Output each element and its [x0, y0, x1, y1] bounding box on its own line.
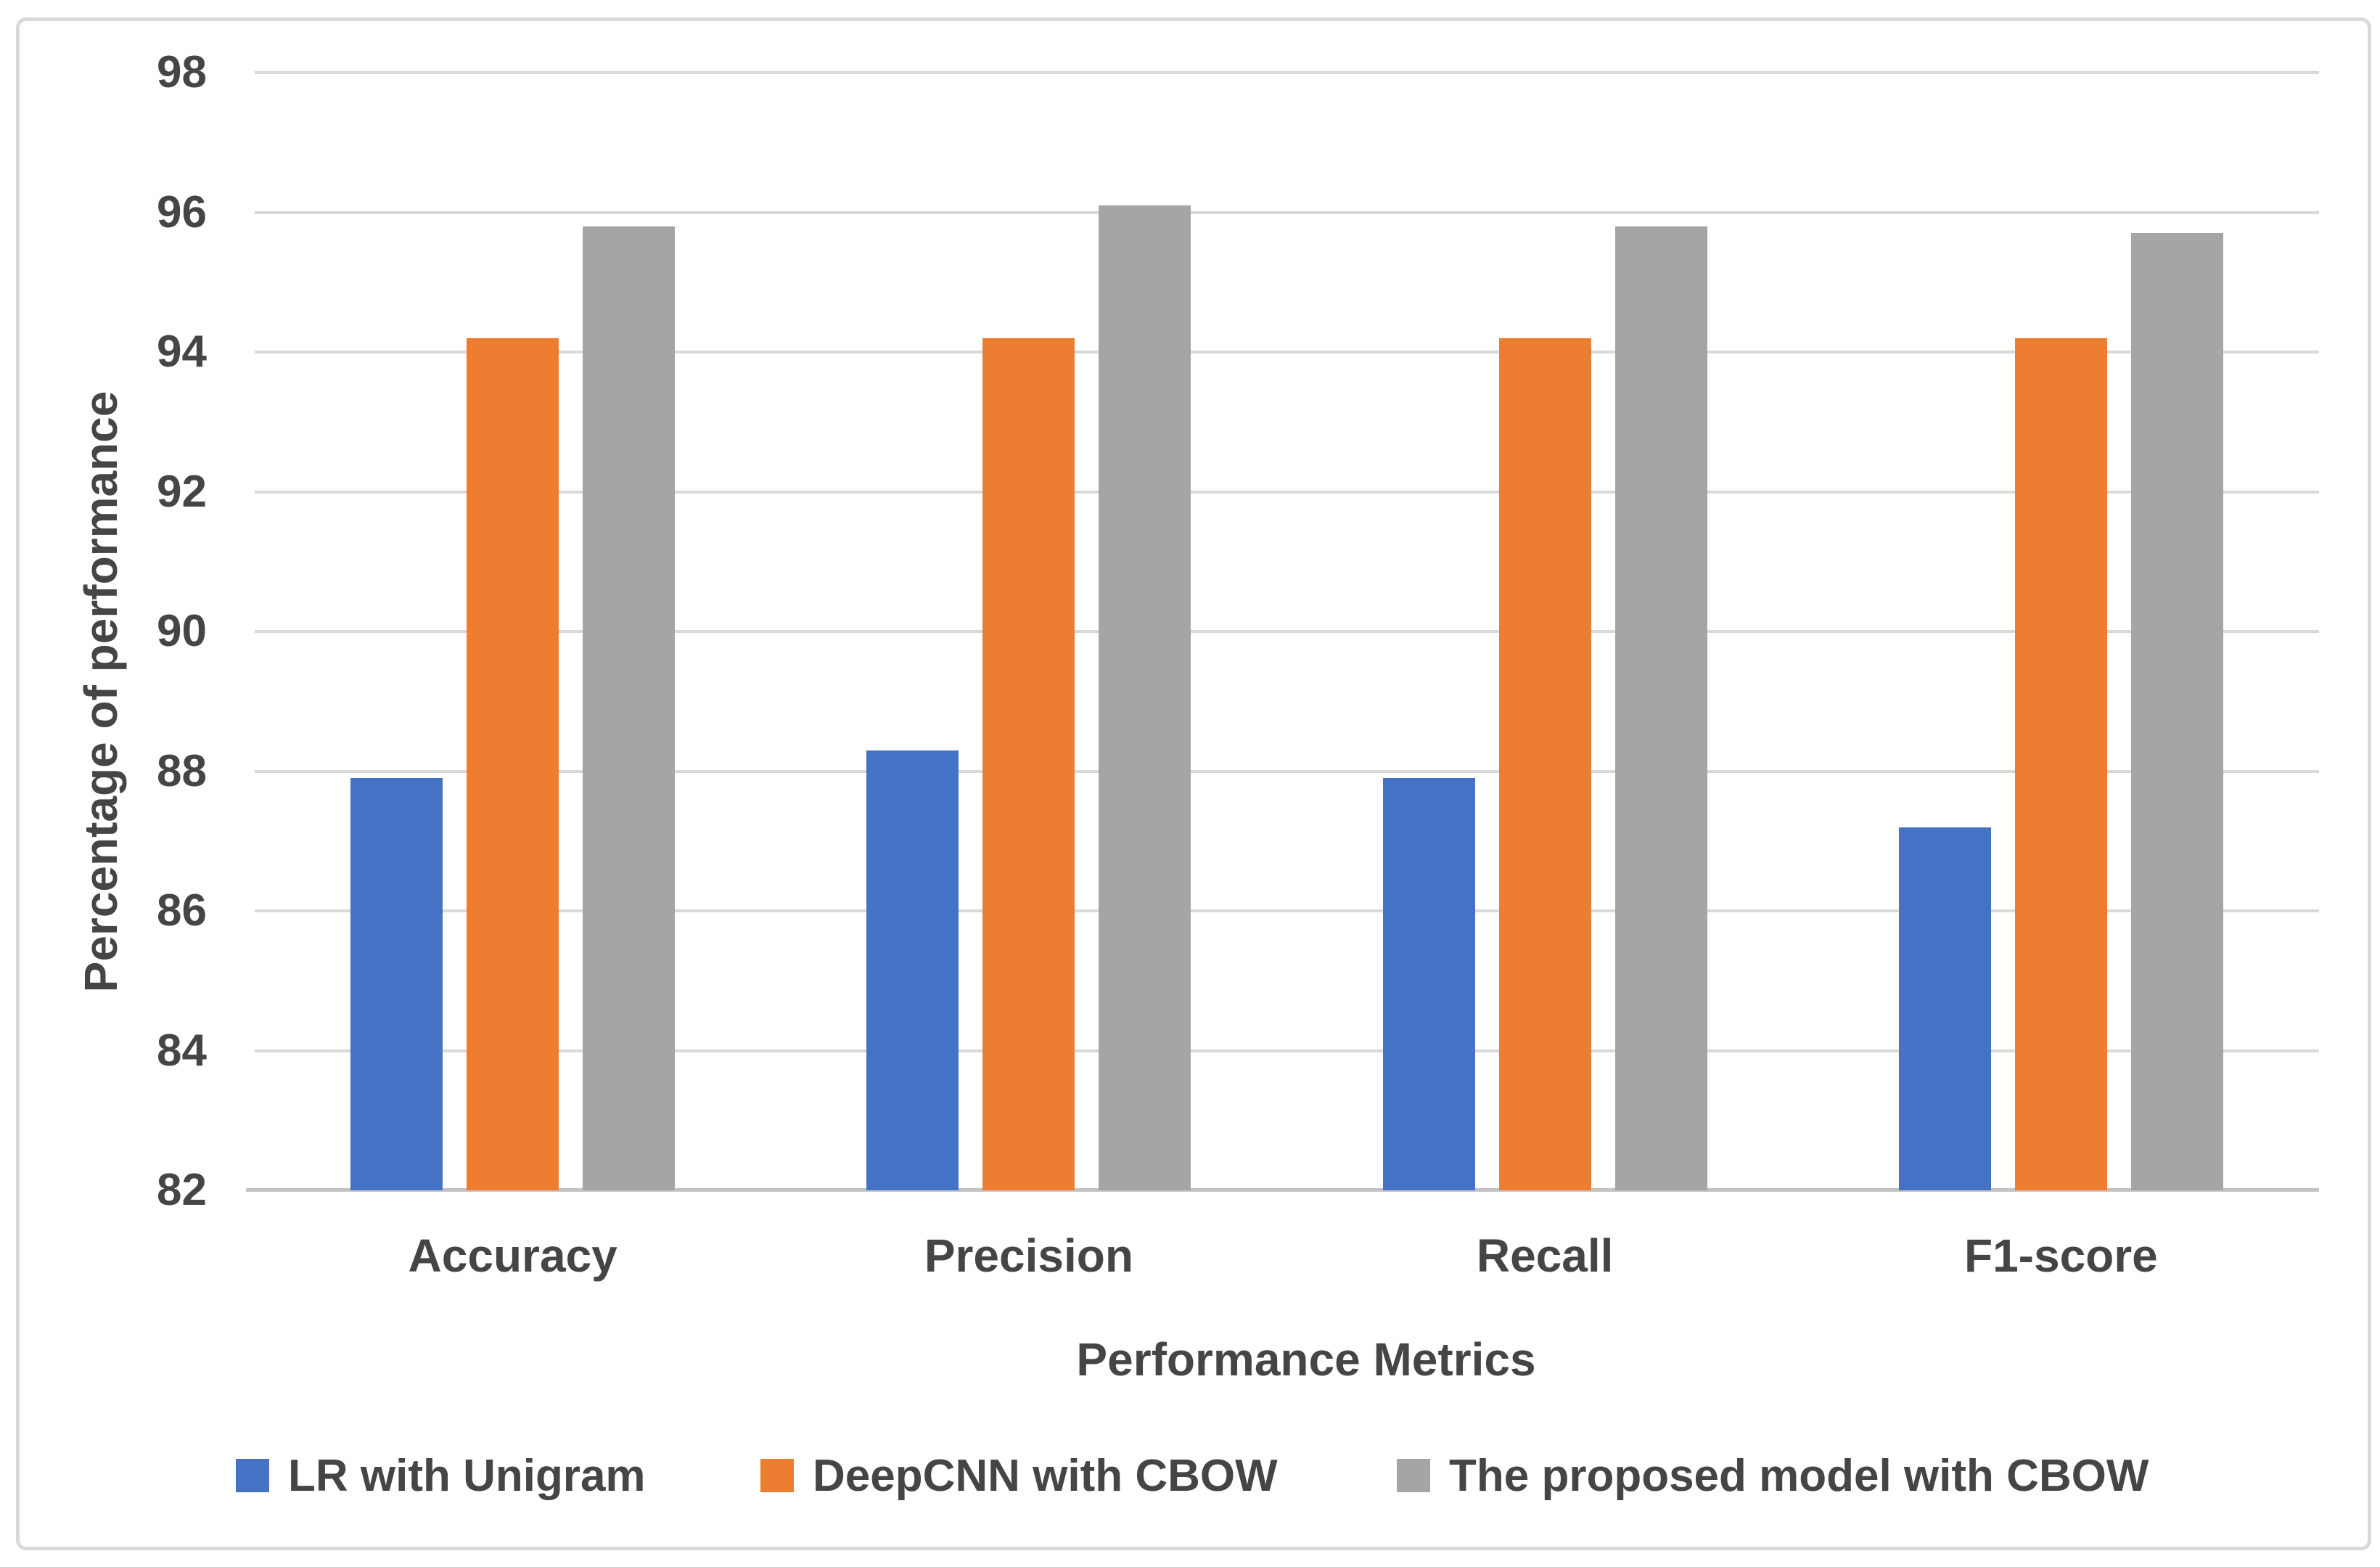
- gridline: [255, 769, 2319, 773]
- legend-item: The proposed model with CBOW: [1397, 1441, 2149, 1510]
- x-axis-line: [246, 1188, 2319, 1192]
- legend-swatch-icon: [1397, 1459, 1430, 1492]
- x-category-label: F1-score: [1964, 1230, 2158, 1282]
- bar-lr-with-unigram-f1-score: [1898, 827, 1991, 1190]
- legend-item: LR with Unigram: [236, 1441, 646, 1510]
- bar-the-proposed-model-with-cbow-recall: [1614, 226, 1707, 1190]
- gridline: [255, 909, 2319, 912]
- legend-label: DeepCNN with CBOW: [813, 1450, 1278, 1501]
- y-tick-label: 86: [157, 885, 207, 936]
- legend: LR with Unigram DeepCNN with CBOW The prop…: [0, 1441, 2380, 1510]
- bar-the-proposed-model-with-cbow-f1-score: [2130, 233, 2223, 1190]
- x-axis-title: Performance Metrics: [1076, 1333, 1536, 1386]
- y-tick-label: 82: [157, 1165, 207, 1215]
- x-category-label: Accuracy: [408, 1230, 617, 1282]
- gridline: [255, 490, 2319, 494]
- bar-the-proposed-model-with-cbow-precision: [1099, 205, 1191, 1190]
- y-tick-label: 98: [157, 47, 207, 97]
- legend-label: LR with Unigram: [288, 1450, 646, 1501]
- y-tick-label: 84: [157, 1025, 207, 1076]
- legend-swatch-icon: [236, 1459, 269, 1492]
- gridline: [255, 630, 2319, 633]
- bar-the-proposed-model-with-cbow-accuracy: [583, 226, 676, 1190]
- bar-deepcnn-with-cbow-f1-score: [2014, 337, 2107, 1190]
- y-tick-label: 92: [157, 466, 207, 517]
- x-category-label: Precision: [924, 1230, 1133, 1282]
- y-tick-label: 96: [157, 187, 207, 237]
- bar-deepcnn-with-cbow-precision: [982, 337, 1075, 1190]
- legend-label: The proposed model with CBOW: [1449, 1450, 2149, 1501]
- legend-swatch-icon: [760, 1459, 794, 1492]
- bar-deepcnn-with-cbow-recall: [1498, 337, 1591, 1190]
- y-tick-label: 88: [157, 745, 207, 796]
- gridline: [255, 351, 2319, 353]
- bar-deepcnn-with-cbow-accuracy: [467, 337, 559, 1190]
- gridline: [255, 71, 2319, 74]
- legend-item: DeepCNN with CBOW: [760, 1441, 1278, 1510]
- bar-lr-with-unigram-precision: [866, 750, 959, 1190]
- y-tick-label: 90: [157, 606, 207, 656]
- plot-area: [246, 71, 2319, 1192]
- gridline: [255, 1049, 2319, 1052]
- gridline: [255, 210, 2319, 214]
- y-tick-label: 94: [157, 327, 207, 377]
- bar-lr-with-unigram-accuracy: [350, 778, 443, 1190]
- x-category-label: Recall: [1476, 1230, 1614, 1282]
- bar-lr-with-unigram-recall: [1382, 778, 1475, 1190]
